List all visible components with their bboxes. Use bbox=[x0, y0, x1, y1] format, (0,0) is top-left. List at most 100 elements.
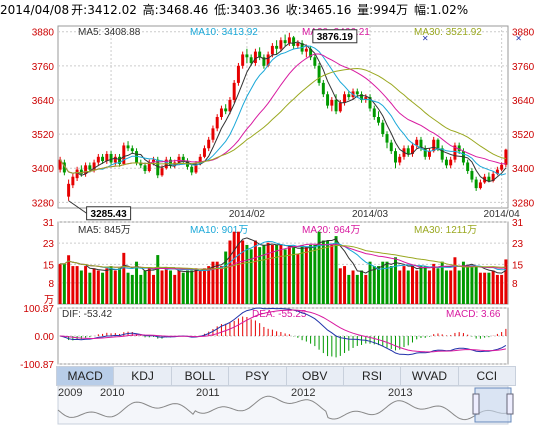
candle-body bbox=[326, 94, 330, 106]
tab-psy[interactable]: PSY bbox=[229, 367, 287, 385]
volume-tick-right: 15 bbox=[512, 260, 524, 271]
tab-obv[interactable]: OBV bbox=[287, 367, 344, 385]
candle-body bbox=[207, 139, 211, 149]
price-tick-left: 3760 bbox=[32, 62, 55, 73]
candle-body bbox=[491, 173, 495, 181]
price-x-tick: 2014/04 bbox=[484, 209, 521, 220]
candle-body bbox=[105, 153, 109, 162]
volume-bar bbox=[410, 266, 414, 304]
price-panel-frame bbox=[57, 25, 509, 209]
volume-bar bbox=[224, 251, 228, 304]
candle-body bbox=[309, 48, 313, 58]
price-tick-right: 3760 bbox=[512, 62, 535, 73]
macd-tick-left: 0.00 bbox=[35, 332, 55, 343]
volume-bar bbox=[258, 247, 262, 304]
candle-body bbox=[347, 94, 351, 98]
volume-bar bbox=[372, 266, 376, 304]
price-legend-item: MA30: 3521.92 bbox=[414, 27, 482, 38]
candle-body bbox=[62, 162, 66, 173]
volume-bar bbox=[487, 272, 491, 304]
volume-bar bbox=[113, 270, 117, 304]
volume-bar bbox=[474, 266, 478, 304]
candle-body bbox=[71, 176, 75, 186]
candle-body bbox=[470, 171, 474, 180]
volume-bar bbox=[279, 244, 283, 304]
candle-body bbox=[118, 156, 122, 164]
candle-body bbox=[457, 145, 461, 152]
close-label: 收: bbox=[285, 3, 302, 17]
price-x-tick: 2014/02 bbox=[229, 209, 266, 220]
quote-date: 2014/04/08 bbox=[0, 3, 70, 17]
ma10-line bbox=[59, 45, 507, 176]
volume-bar bbox=[228, 240, 232, 304]
volume-bar bbox=[181, 272, 185, 304]
volume-bar bbox=[139, 274, 143, 304]
price-x-tick: 2014/03 bbox=[352, 209, 389, 220]
volume-bar bbox=[377, 266, 381, 304]
tab-wvad[interactable]: WVAD bbox=[401, 367, 459, 385]
change-label: 幅: bbox=[413, 3, 430, 17]
volume-bar bbox=[368, 261, 372, 304]
candle-body bbox=[211, 128, 215, 140]
volume-bar bbox=[190, 270, 194, 304]
tab-macd[interactable]: MACD bbox=[57, 367, 115, 385]
ma30-line bbox=[59, 67, 507, 174]
candle-body bbox=[202, 148, 206, 157]
volume-bar bbox=[287, 246, 291, 304]
volume-bar bbox=[173, 274, 177, 304]
volume-bar bbox=[283, 249, 287, 304]
volume-bar bbox=[466, 266, 470, 304]
volume-bar bbox=[249, 249, 253, 304]
quote-header: 2014/04/08 开:3412.02 高:3468.46 低:3403.36 … bbox=[0, 0, 470, 20]
candle-body bbox=[139, 162, 143, 166]
volume-legend-item: MA30: 1211万 bbox=[414, 225, 477, 236]
overview-year-label: 2009 bbox=[58, 387, 83, 399]
candle-body bbox=[270, 45, 274, 55]
volume-value: 994万 bbox=[373, 3, 409, 17]
tab-boll[interactable]: BOLL bbox=[172, 367, 230, 385]
volume-bar bbox=[101, 272, 105, 304]
candle-body bbox=[495, 169, 499, 174]
volume-bar bbox=[75, 266, 79, 304]
price-tick-right: 3520 bbox=[512, 130, 535, 141]
candle-body bbox=[500, 164, 504, 170]
candle-body bbox=[330, 99, 334, 106]
volume-bar bbox=[321, 240, 325, 304]
annotation-leader bbox=[68, 200, 87, 214]
low-value: 3403.36 bbox=[230, 3, 280, 17]
macd-legend-item: DIF: -53.42 bbox=[62, 309, 112, 320]
volume-bar bbox=[92, 268, 96, 304]
volume-bar bbox=[419, 266, 423, 304]
candle-body bbox=[377, 117, 381, 123]
volume-bar bbox=[109, 266, 113, 304]
volume-bar bbox=[449, 270, 453, 304]
volume-bar bbox=[215, 261, 219, 304]
volume-bar bbox=[470, 266, 474, 304]
volume-bar bbox=[432, 263, 436, 304]
price-legend-item: MA10: 3413.92 bbox=[190, 27, 258, 38]
tab-cci[interactable]: CCI bbox=[476, 369, 498, 383]
volume-bar bbox=[360, 270, 364, 304]
volume-bar bbox=[381, 261, 385, 304]
volume-label: 量: bbox=[357, 3, 374, 17]
candle-body bbox=[177, 156, 181, 163]
volume-bar bbox=[79, 270, 83, 304]
open-value: 3412.02 bbox=[87, 3, 137, 17]
volume-bar bbox=[483, 272, 487, 304]
candle-body bbox=[432, 139, 436, 152]
change-value: 1.02% bbox=[430, 3, 469, 17]
tab-rsi[interactable]: RSI bbox=[344, 367, 402, 385]
volume-bar bbox=[364, 274, 368, 304]
candle-body bbox=[504, 149, 508, 165]
price-legend-item: MA5: 3408.88 bbox=[78, 27, 141, 38]
volume-bar bbox=[219, 266, 223, 304]
candle-body bbox=[67, 183, 71, 197]
tab-kdj[interactable]: KDJ bbox=[114, 367, 172, 385]
macd-legend-item: DEA: -55.25 bbox=[252, 309, 307, 320]
volume-bar bbox=[457, 270, 461, 304]
candle-body bbox=[487, 176, 491, 181]
volume-bar bbox=[169, 270, 172, 304]
candle-body bbox=[143, 165, 147, 172]
volume-bar bbox=[500, 274, 504, 304]
